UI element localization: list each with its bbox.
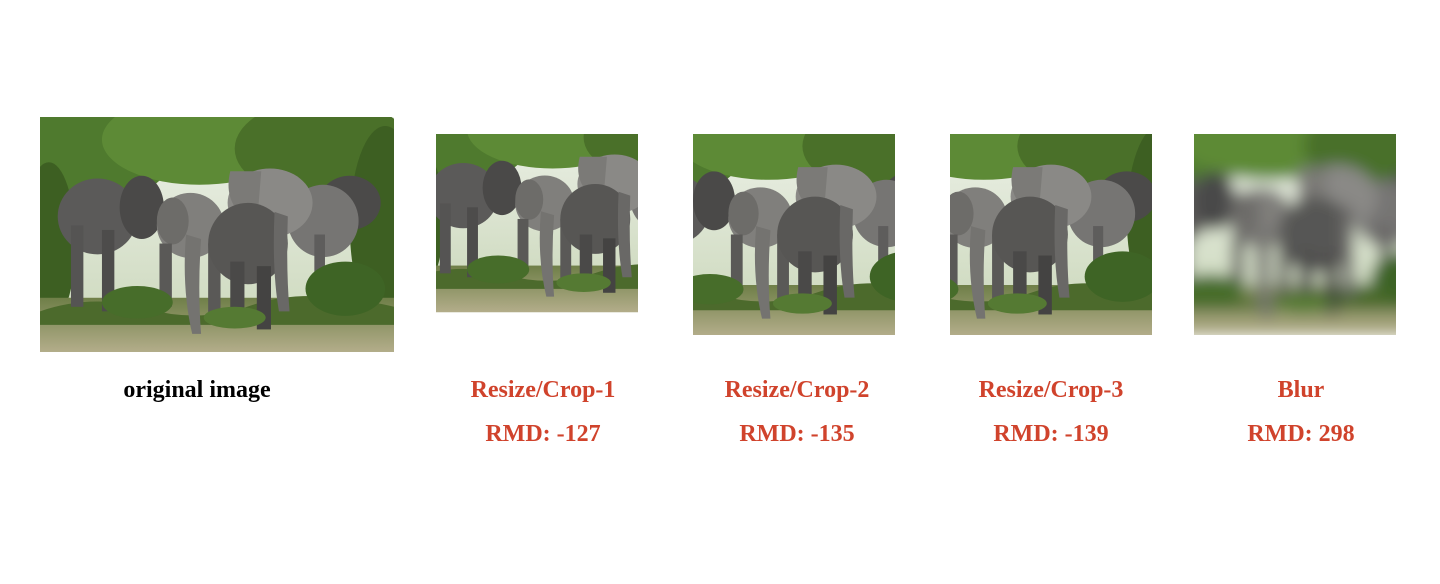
resize-crop-3-rmd: RMD: -139 [993,421,1109,447]
resize-crop-2-rmd: RMD: -135 [739,421,855,447]
resize-crop-2-label: Resize/Crop-2 [724,377,870,403]
blur-rmd: RMD: 298 [1247,421,1355,447]
original-image-label: original image [123,377,271,403]
resize-crop-2-photo [693,134,895,335]
resize-crop-1-rmd: RMD: -127 [485,421,601,447]
original-elephant-photo [40,117,394,352]
resize-crop-1-photo [436,134,638,335]
resize-crop-3-label: Resize/Crop-3 [978,377,1124,403]
blurred-elephant-photo [1194,134,1396,335]
blur-label: Blur [1277,377,1325,403]
resize-crop-1-label: Resize/Crop-1 [470,377,616,403]
resize-crop-3-photo [950,134,1152,335]
